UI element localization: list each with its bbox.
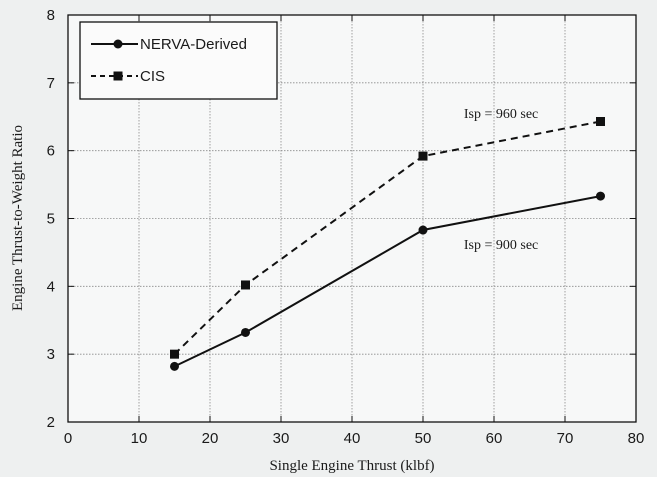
x-tick-label: 60 — [486, 430, 503, 447]
legend-item: NERVA-Derived — [91, 36, 247, 53]
data-point — [170, 349, 179, 359]
x-tick-label: 30 — [273, 430, 290, 447]
y-tick-label: 3 — [47, 346, 55, 363]
plot-frame — [67, 14, 637, 423]
annotation-label: Isp = 960 sec — [464, 107, 538, 122]
series-layer — [170, 116, 605, 371]
x-tick-label: 10 — [131, 430, 148, 447]
x-tick-label: 20 — [202, 430, 219, 447]
y-tick-label: 8 — [47, 7, 55, 24]
legend-label: CIS — [140, 68, 165, 85]
legend-box — [79, 21, 278, 100]
series-line — [173, 120, 601, 355]
y-axis-title: Engine Thrust-to-Weight Ratio — [10, 125, 26, 311]
data-point — [418, 225, 428, 235]
legend-item: CIS — [91, 68, 165, 85]
y-tick-label: 2 — [47, 414, 55, 431]
data-point — [596, 116, 605, 126]
data-point — [241, 280, 250, 290]
annotations: Isp = 960 sec Isp = 900 sec — [464, 107, 538, 253]
x-tick-label: 0 — [64, 430, 72, 447]
annotation-label: Isp = 900 sec — [464, 238, 538, 253]
x-tick-label: 80 — [628, 430, 645, 447]
legend-label: NERVA-Derived — [140, 36, 247, 53]
y-tick-label: 6 — [47, 143, 55, 160]
legend-marker — [113, 71, 123, 81]
legend: NERVA-Derived CIS — [79, 21, 278, 100]
data-point — [241, 327, 250, 337]
y-tick-label: 5 — [47, 211, 55, 228]
x-axis-title: Single Engine Thrust (klbf) — [269, 458, 434, 474]
x-tick-label: 40 — [344, 430, 361, 447]
data-point — [170, 361, 179, 371]
x-tick-label: 50 — [415, 430, 432, 447]
grid — [68, 15, 636, 422]
data-point — [418, 151, 428, 161]
axes: 0 10 20 30 40 50 60 70 80 2 3 4 5 6 7 8 — [47, 7, 645, 447]
x-tick-label: 70 — [557, 430, 574, 447]
y-tick-label: 4 — [47, 278, 55, 295]
data-point — [596, 191, 605, 201]
legend-marker — [113, 39, 123, 49]
series-cis — [170, 116, 605, 359]
series-nerva-derived — [170, 191, 605, 371]
y-tick-label: 7 — [47, 75, 55, 92]
series-line — [174, 195, 601, 368]
